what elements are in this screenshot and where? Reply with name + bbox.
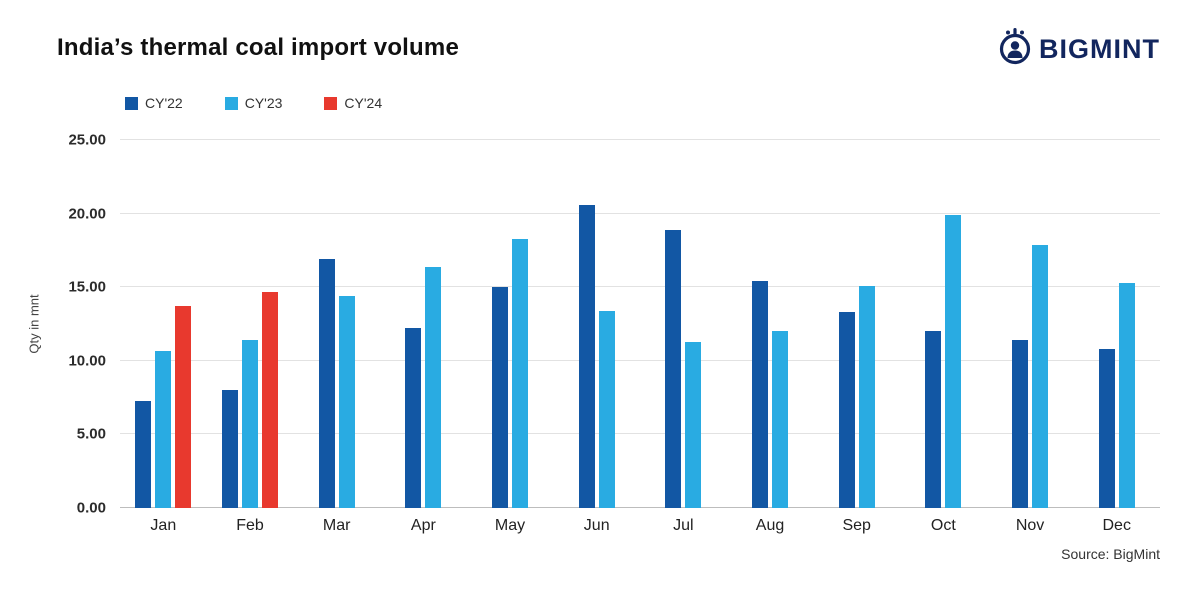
y-axis-title: Qty in mnt bbox=[26, 294, 42, 354]
bar-cy22-sep bbox=[838, 312, 855, 508]
gridline-25 bbox=[120, 139, 1160, 140]
bar-cy23-nov bbox=[1032, 244, 1049, 508]
gridline-15 bbox=[120, 286, 1160, 288]
gridline-5 bbox=[120, 433, 1160, 435]
legend-label-cy23: CY'23 bbox=[244, 95, 283, 111]
legend-item-cy22[interactable]: CY'22 bbox=[125, 95, 183, 111]
bar-cy23-apr bbox=[425, 266, 442, 508]
bar-cy22-jul bbox=[665, 229, 682, 508]
bar-groups: Jan Feb Mar Apr May Jun Jul Aug Sep Oct Nov Dec bbox=[120, 140, 1160, 534]
x-tick-label-may: May bbox=[494, 517, 526, 534]
x-tick-label-apr: Apr bbox=[410, 517, 436, 534]
x-tick-label-mar: Mar bbox=[322, 517, 351, 534]
bar-cy22-feb bbox=[222, 390, 238, 508]
bar-cy23-aug bbox=[772, 331, 789, 508]
bar-cy22-aug bbox=[752, 281, 769, 508]
legend-label-cy22: CY'22 bbox=[145, 95, 183, 111]
bar-group-sep: Sep bbox=[813, 140, 900, 534]
bar-cy22-jun bbox=[578, 204, 595, 508]
bar-group-may: May bbox=[467, 140, 554, 534]
y-tick-label-25: 25.00 bbox=[68, 131, 106, 149]
chart-legend: CY'22 CY'23 CY'24 bbox=[125, 95, 382, 111]
x-tick-label-sep: Sep bbox=[842, 517, 871, 534]
bar-group-mar: Mar bbox=[293, 140, 380, 534]
legend-item-cy24[interactable]: CY'24 bbox=[324, 95, 382, 111]
bar-cy23-may bbox=[512, 238, 529, 508]
plot-area: 0.00 5.00 10.00 15.00 20.00 25.00 Jan Feb Mar Apr… bbox=[68, 132, 1160, 534]
bar-cy22-jan bbox=[135, 400, 152, 508]
gridline-0 bbox=[120, 507, 1160, 508]
bar-cy23-oct bbox=[945, 215, 962, 508]
x-tick-label-jan: Jan bbox=[150, 517, 177, 534]
bar-group-jan: Jan bbox=[120, 140, 207, 534]
bar-cy23-jun bbox=[598, 310, 615, 508]
legend-label-cy24: CY'24 bbox=[344, 95, 383, 111]
bar-cy22-mar bbox=[318, 259, 335, 508]
bar-cy23-dec bbox=[1118, 282, 1135, 508]
bar-group-feb: Feb bbox=[207, 140, 294, 534]
legend-swatch-cy22-icon bbox=[125, 96, 138, 110]
bar-group-jul: Jul bbox=[640, 140, 727, 534]
legend-swatch-cy23-icon bbox=[224, 96, 238, 110]
x-tick-label-nov: Nov bbox=[1015, 517, 1045, 534]
y-tick-label-15: 15.00 bbox=[68, 278, 106, 296]
legend-item-cy23[interactable]: CY'23 bbox=[224, 95, 283, 111]
source-note: Source: BigMint bbox=[1061, 546, 1160, 562]
x-tick-label-aug: Aug bbox=[755, 517, 785, 534]
y-tick-label-10: 10.00 bbox=[68, 352, 106, 370]
bar-cy22-nov bbox=[1012, 340, 1029, 508]
bar-cy22-dec bbox=[1098, 349, 1115, 508]
bar-cy24-feb bbox=[262, 291, 278, 508]
x-tick-label-jun: Jun bbox=[583, 517, 610, 534]
bigmint-logo-text: BIGMINT bbox=[1039, 34, 1160, 64]
bar-group-jun: Jun bbox=[553, 140, 640, 534]
bar-cy23-sep bbox=[858, 285, 875, 508]
bar-cy23-feb bbox=[242, 340, 258, 508]
bar-group-dec: Dec bbox=[1073, 140, 1160, 534]
x-tick-label-oct: Oct bbox=[930, 517, 956, 534]
bar-cy22-apr bbox=[405, 328, 422, 508]
bigmint-logo: BIGMINT bbox=[999, 28, 1160, 71]
bar-cy23-jan bbox=[155, 350, 172, 508]
bar-cy22-may bbox=[492, 287, 509, 508]
x-tick-label-jul: Jul bbox=[673, 517, 694, 534]
bar-group-nov: Nov bbox=[987, 140, 1074, 534]
y-tick-label-5: 5.00 bbox=[76, 425, 106, 443]
bar-group-oct: Oct bbox=[900, 140, 987, 534]
x-tick-label-feb: Feb bbox=[236, 517, 264, 534]
gridline-10 bbox=[120, 359, 1160, 361]
bar-cy23-mar bbox=[338, 296, 355, 508]
header: India’s thermal coal import volume BIGMI… bbox=[57, 28, 1160, 65]
bar-group-aug: Aug bbox=[727, 140, 814, 534]
bar-cy24-jan bbox=[175, 306, 192, 508]
y-tick-label-20: 20.00 bbox=[68, 205, 106, 223]
legend-swatch-cy24-icon bbox=[324, 96, 338, 110]
bar-cy23-jul bbox=[685, 341, 702, 508]
x-tick-label-dec: Dec bbox=[1102, 517, 1131, 534]
bar-chart: Qty in mnt 0.00 5.00 10.00 15.00 20.00 25.00 J… bbox=[27, 132, 1160, 534]
bigmint-logo-icon bbox=[999, 28, 1031, 71]
bar-group-apr: Apr bbox=[380, 140, 467, 534]
y-tick-label-0: 0.00 bbox=[76, 499, 106, 517]
page-title: India’s thermal coal import volume bbox=[57, 34, 460, 61]
bar-cy22-oct bbox=[925, 331, 942, 508]
gridline-20 bbox=[120, 212, 1160, 214]
